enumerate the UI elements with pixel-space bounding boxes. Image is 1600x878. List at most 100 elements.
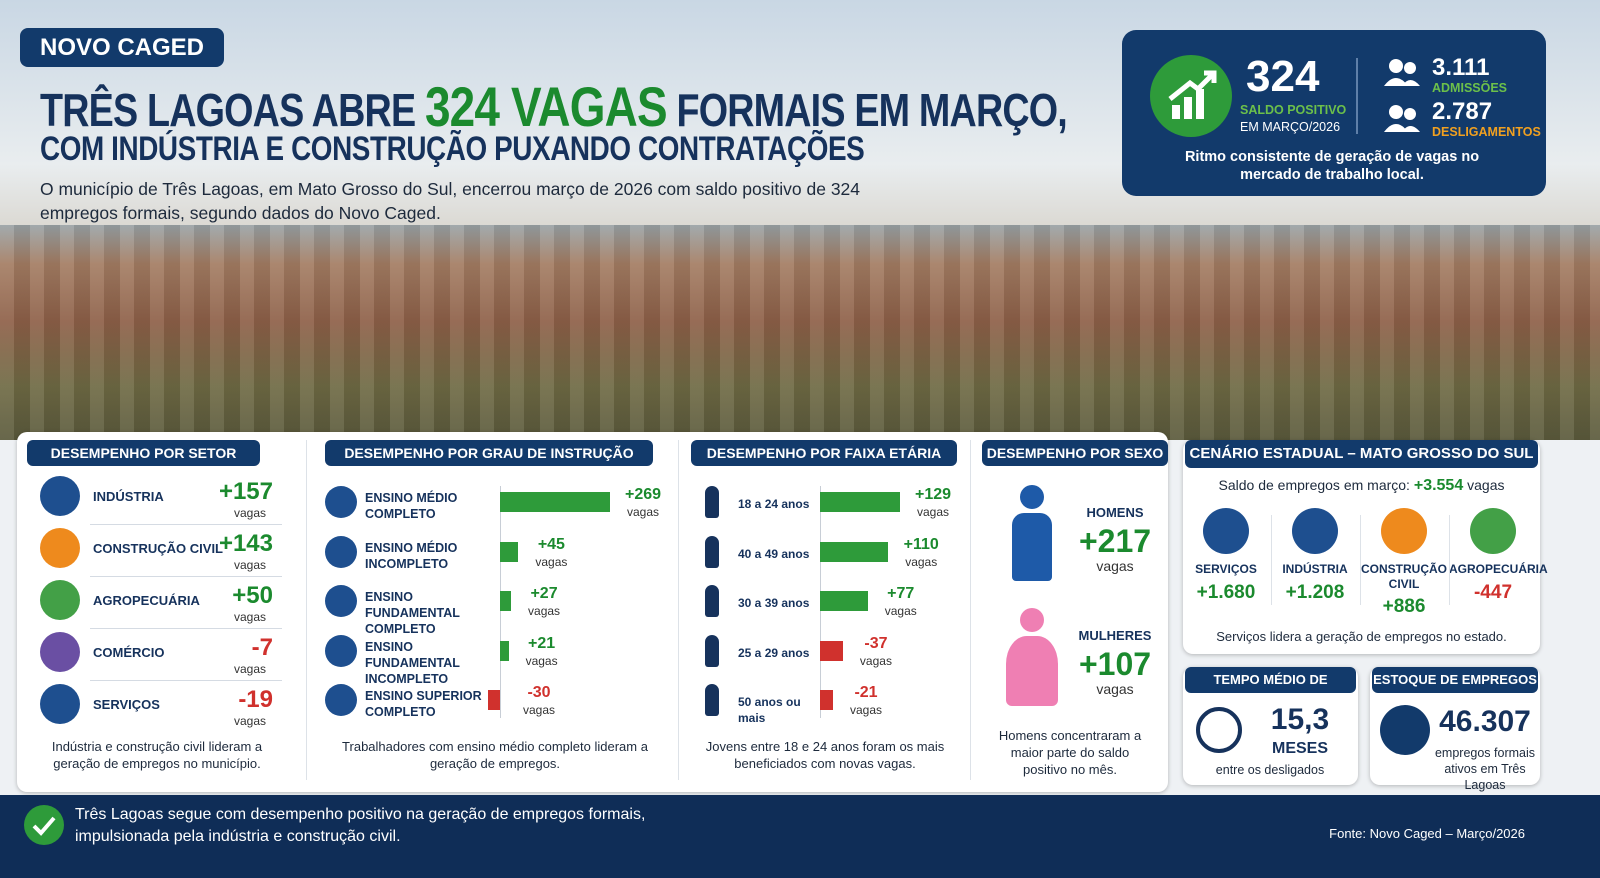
value-label: +21 <box>528 634 556 652</box>
row-label: 50 anos ou mais <box>738 695 801 725</box>
value-label: -37 <box>864 634 888 652</box>
value-label: +129 <box>914 486 952 503</box>
headline: TRÊS LAGOAS ABRE 324 VAGAS FORMAIS EM MA… <box>40 74 1068 139</box>
sex-label: HOMENS <box>1086 505 1144 520</box>
person-body <box>1006 636 1058 706</box>
section-title: DESEMPENHO POR SETOR <box>27 440 260 466</box>
bar <box>820 640 843 661</box>
person-icon <box>705 585 719 617</box>
saldo-label: SALDO POSITIVO <box>1240 103 1347 117</box>
row-label: ENSINO FUNDAMENTAL COMPLETO <box>365 590 460 636</box>
sector-icon <box>40 528 80 568</box>
tempo-value: 15,3 <box>1270 703 1330 736</box>
row-divider <box>90 524 282 525</box>
clock-icon <box>1196 707 1242 753</box>
bar <box>500 591 512 611</box>
row-divider <box>90 628 282 629</box>
row-icon <box>325 535 357 568</box>
bar <box>820 690 834 710</box>
lead: O município de Três Lagoas, em Mato Gros… <box>40 179 861 223</box>
value-label: +77 <box>887 585 915 602</box>
section-note: Homens concentraram a maior parte do sal… <box>998 728 1142 777</box>
state-label: CONSTRUÇÃO CIVIL <box>1361 562 1447 591</box>
saldo-saldo-text: Saldo de empregos em março: <box>1218 477 1410 493</box>
section-title: DESEMPENHO POR FAIXA ETÁRIA <box>691 440 957 466</box>
row-icon <box>325 684 357 716</box>
divider <box>1356 58 1358 134</box>
state-value: +1.680 <box>1196 582 1256 603</box>
row-icon <box>325 486 357 518</box>
sex-value: +217 <box>1078 523 1152 559</box>
state-icon <box>1292 508 1338 554</box>
check-icon <box>24 805 64 845</box>
state-label: INDÚSTRIA <box>1282 562 1348 576</box>
sex-label: MULHERES <box>1078 628 1152 643</box>
sector-icon <box>40 632 80 672</box>
summary-box: 324 SALDO POSITIVO EM MARÇO/2026 3.111 A… <box>1122 30 1546 196</box>
saldo-value: 324 <box>1246 52 1320 101</box>
briefcase-icon <box>1380 705 1430 755</box>
value-label: -21 <box>854 684 878 701</box>
state-icon <box>1470 508 1516 554</box>
sector-label: SERVIÇOS <box>93 697 160 712</box>
unit-label: vagas <box>905 554 938 569</box>
desligamentos-value: 2.787 <box>1432 98 1493 125</box>
unit-label: vagas <box>233 558 266 572</box>
unit-label: vagas <box>850 703 883 717</box>
row-label: ENSINO FUNDAMENTAL INCOMPLETO <box>365 639 460 686</box>
person-icon <box>705 535 719 568</box>
bar <box>500 492 610 512</box>
admissoes-value: 3.111 <box>1432 54 1490 81</box>
unit-label: vagas <box>859 653 892 668</box>
value-label: -30 <box>527 684 551 701</box>
row-label: 30 a 39 anos <box>738 596 810 610</box>
row-label: ENSINO MÉDIO INCOMPLETO <box>365 540 458 571</box>
saldo-period: EM MARÇO/2026 <box>1240 120 1341 134</box>
row-icon <box>325 585 357 617</box>
state-label: AGROPECUÁRIA <box>1449 562 1548 576</box>
section-title: DESEMPENHO POR GRAU DE INSTRUÇÃO <box>325 440 653 466</box>
headline-pre: TRÊS LAGOAS ABRE <box>40 84 416 136</box>
bar <box>820 591 868 611</box>
sector-label: CONSTRUÇÃO CIVIL <box>93 541 223 556</box>
state-value: +886 <box>1382 596 1426 617</box>
bar <box>500 640 509 661</box>
unit-label: vagas <box>884 604 917 618</box>
value-label: +45 <box>537 535 565 553</box>
section-note: Serviços lidera a geração de empregos no… <box>1216 629 1507 644</box>
section-title: TEMPO MÉDIO DE EMPREGO <box>1185 667 1356 713</box>
unit-label: vagas <box>233 506 266 520</box>
bar <box>487 690 500 710</box>
desligamentos-label: DESLIGAMENTOS <box>1432 125 1541 139</box>
state-icon <box>1203 508 1249 554</box>
unit-label: vagas <box>233 662 266 676</box>
footer: Três Lagoas segue com desempenho positiv… <box>0 795 1600 878</box>
sector-value: -7 <box>251 634 273 661</box>
sector-label: AGROPECUÁRIA <box>93 593 200 608</box>
unit-label: vagas <box>535 554 568 569</box>
column-divider <box>1449 515 1450 605</box>
sector-icon <box>40 580 80 620</box>
column-divider <box>1360 515 1361 605</box>
sector-icon <box>40 684 80 724</box>
growth-glyph <box>1168 70 1217 119</box>
section-title: CENÁRIO ESTADUAL – MATO GROSSO DO SUL <box>1185 440 1538 468</box>
unit-label: vagas <box>233 714 266 728</box>
tag: NOVO CAGED <box>20 28 224 67</box>
section-note: Indústria e construção civil lideram a g… <box>51 739 263 771</box>
value-label: +27 <box>530 585 558 602</box>
bar <box>820 492 900 512</box>
saldo-line: Saldo de empregos em março: +3.554 vagas <box>1185 477 1538 495</box>
check-glyph <box>32 816 56 836</box>
unit-label: vagas <box>626 505 660 519</box>
person-icon <box>705 486 719 518</box>
unit-label: vagas <box>528 604 561 618</box>
bar <box>820 541 889 562</box>
sector-label: INDÚSTRIA <box>93 489 164 504</box>
row-label: ENSINO MÉDIO COMPLETO <box>365 491 458 521</box>
section-title: DESEMPENHO POR SEXO <box>982 440 1168 466</box>
row-label: 18 a 24 anos <box>738 497 810 511</box>
person-icon <box>705 684 719 716</box>
people-icons <box>1384 59 1420 132</box>
